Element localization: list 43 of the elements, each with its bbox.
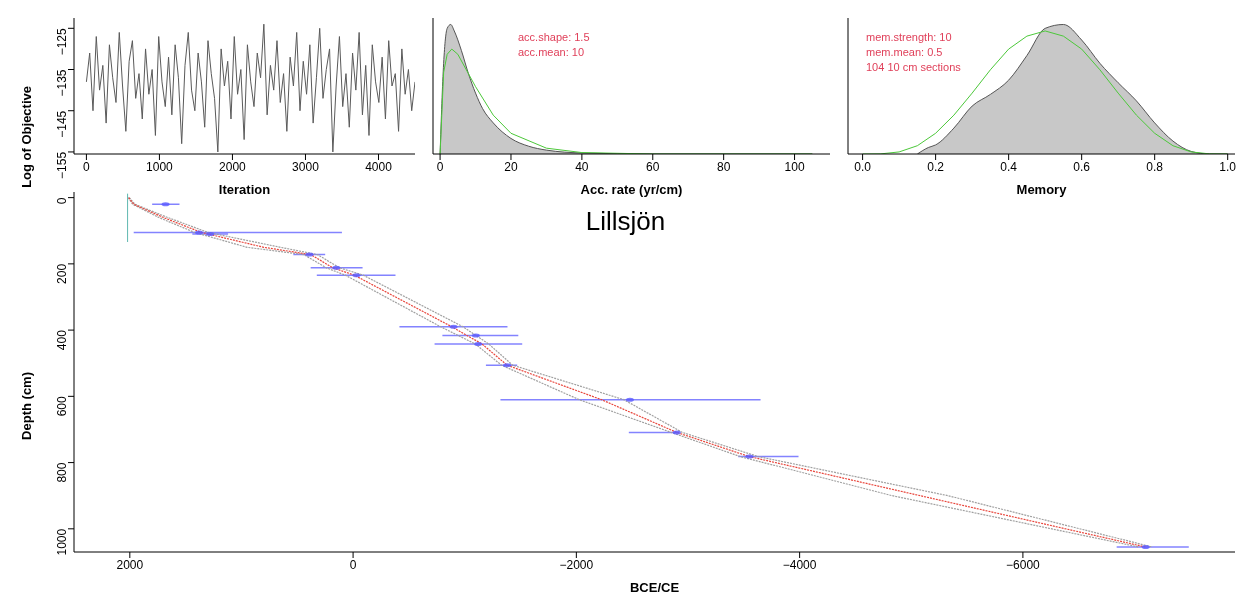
x-axis-title: Acc. rate (yr/cm) <box>580 182 683 197</box>
y-tick-label: −125 <box>55 27 70 56</box>
x-tick-label: 0.6 <box>1073 159 1091 174</box>
x-tick-label: −4000 <box>782 557 817 572</box>
x-tick-label: −2000 <box>559 557 594 572</box>
x-tick-label: 0.2 <box>927 159 945 174</box>
x-axis-title: Iteration <box>218 182 271 197</box>
y-tick-label: −135 <box>55 69 70 97</box>
y-tick-label: 200 <box>55 263 70 284</box>
y-tick-label: −155 <box>55 151 70 179</box>
annotation: 104 10 cm sections <box>866 60 961 75</box>
y-axis-title: Log of Objective <box>18 86 34 188</box>
y-tick-label: 600 <box>55 396 70 417</box>
x-tick-label: 60 <box>646 159 660 174</box>
x-tick-label: −6000 <box>1006 557 1041 572</box>
x-tick-label: 3000 <box>292 159 320 174</box>
x-tick-label: 1000 <box>146 159 174 174</box>
x-tick-label: 0.0 <box>854 159 872 174</box>
x-tick-label: 4000 <box>365 159 393 174</box>
x-tick-label: 0 <box>436 159 444 174</box>
x-tick-label: 80 <box>716 159 731 174</box>
annotation: acc.shape: 1.5 <box>518 30 590 45</box>
annotation: mem.strength: 10 <box>866 30 953 45</box>
x-tick-label: 40 <box>575 159 589 174</box>
x-tick-label: 2000 <box>219 159 247 174</box>
x-axis-title: BCE/CE <box>629 580 680 595</box>
x-tick-label: 100 <box>784 159 805 174</box>
annotation: acc.mean: 10 <box>518 45 586 60</box>
y-tick-label: 400 <box>55 329 70 351</box>
x-tick-label: 2000 <box>116 557 144 572</box>
x-axis-title: Memory <box>1016 182 1068 197</box>
x-tick-label: 0.4 <box>1000 159 1018 174</box>
y-tick-label: 0 <box>55 197 70 205</box>
x-tick-label: 0 <box>83 159 91 174</box>
y-tick-label: 800 <box>55 462 70 483</box>
x-tick-label: 20 <box>504 159 518 174</box>
annotation: mem.mean: 0.5 <box>866 45 944 60</box>
x-tick-label: 0.8 <box>1146 159 1164 174</box>
x-tick-label: 1.0 <box>1219 159 1237 174</box>
x-tick-label: 0 <box>349 557 357 572</box>
text: Lillsjön <box>584 206 667 237</box>
y-axis-title: Depth (cm) <box>18 372 34 440</box>
y-tick-label: −145 <box>55 110 70 138</box>
